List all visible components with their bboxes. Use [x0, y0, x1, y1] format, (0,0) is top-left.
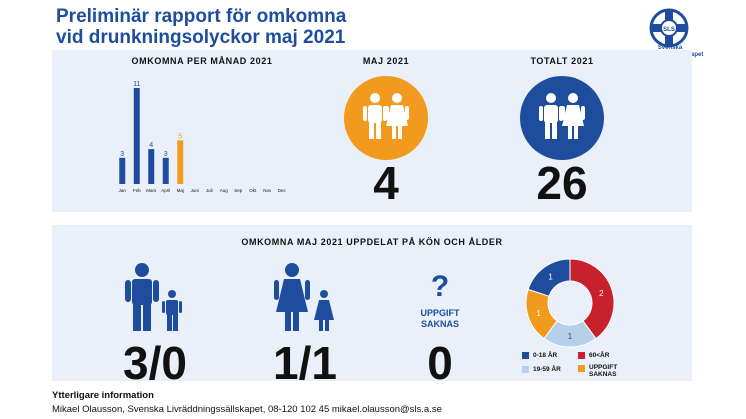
donut-slice [569, 258, 615, 340]
age-donut-chart: 2 1 1 1 [525, 258, 615, 348]
unknown-label: UPPGIFT SAKNAS [405, 308, 475, 330]
legend-item: UPPGIFT SAKNAS [578, 364, 628, 378]
question-mark-icon: ? [430, 270, 450, 303]
bar-value-label: 4 [149, 142, 153, 149]
may-heading: MAJ 2021 [362, 56, 410, 66]
slice-value-label: 1 [548, 272, 553, 281]
x-tick-label: Juli [206, 188, 213, 193]
monthly-bar-chart: Jan 3 Feb 11 Mars 4 April 3 Maj 5 Juni Juli Aug Sep Ok… [119, 81, 287, 193]
female-value: 1/1 [273, 337, 337, 389]
bar [119, 157, 126, 184]
x-tick-label: Mars [146, 188, 157, 193]
woman-girl-icon [274, 263, 334, 331]
legend-item: 19-59 ÅR [522, 366, 561, 373]
bar [133, 88, 140, 184]
x-tick-label: Jan [119, 188, 127, 193]
slice-value-label: 2 [599, 289, 604, 298]
bar [162, 157, 169, 184]
slice-value-label: 1 [568, 332, 573, 341]
x-tick-label: Sep [234, 188, 243, 193]
x-tick-label: Maj [177, 188, 184, 193]
legend-label: 60<ÅR [589, 352, 610, 360]
legend-item: 0-18 ÅR [522, 352, 557, 359]
title-line-2: vid drunkningsolyckor maj 2021 [56, 27, 346, 48]
x-tick-label: April [161, 188, 170, 193]
title-line-1: Preliminär rapport för omkomna [56, 6, 347, 27]
bar [177, 140, 184, 184]
footer-contact: Mikael Olausson, Svenska Livräddningssäl… [52, 404, 442, 415]
legend-label: 19-59 ÅR [533, 366, 561, 374]
unknown-label-line-1: UPPGIFT [420, 308, 460, 318]
svg-text:SLS: SLS [663, 27, 675, 33]
bar-value-label: 11 [133, 81, 140, 88]
donut-slice [527, 258, 571, 297]
legend-label: UPPGIFT SAKNAS [589, 364, 618, 378]
slice-value-label: 1 [536, 309, 541, 318]
month-chart-heading: OMKOMNA PER MÅNAD 2021 [131, 56, 273, 66]
legend-swatch [578, 352, 585, 359]
x-tick-label: Dec [278, 188, 287, 193]
male-value: 3/0 [123, 337, 187, 389]
total-circle [520, 76, 604, 160]
bar-value-label: 3 [164, 151, 168, 158]
sls-logo-icon: SLS [649, 8, 689, 48]
x-tick-label: Nov [263, 188, 272, 193]
legend-swatch [578, 365, 585, 372]
x-tick-label: Aug [220, 188, 229, 193]
logo-text-line-1: Svenska [657, 45, 683, 51]
x-tick-label: Okt [249, 188, 257, 193]
total-value: 26 [536, 157, 588, 209]
breakdown-heading: OMKOMNA MAJ 2021 UPPDELAT PÅ KÖN OCH ÅLD… [241, 237, 503, 247]
legend-item: 60<ÅR [578, 352, 609, 359]
footer-heading: Ytterligare information [52, 390, 154, 401]
x-tick-label: Juni [191, 188, 199, 193]
bottom-panel [52, 225, 692, 381]
unknown-value: 0 [427, 337, 453, 389]
x-tick-label: Feb [133, 188, 141, 193]
man-boy-icon [125, 263, 182, 331]
bar-value-label: 3 [120, 151, 124, 158]
male-female-icon [539, 93, 585, 139]
unknown-label-line-2: SAKNAS [420, 319, 459, 329]
male-female-icon [363, 93, 409, 139]
may-circle [344, 76, 428, 160]
bar [148, 149, 155, 184]
may-value: 4 [373, 157, 399, 209]
page-title: Preliminär rapport för omkomna vid drunk… [56, 6, 346, 48]
bar-value-label: 5 [178, 133, 182, 140]
legend-swatch [522, 366, 529, 373]
legend-swatch [522, 352, 529, 359]
total-heading: TOTALT 2021 [530, 56, 594, 66]
legend-label: 0-18 ÅR [533, 352, 558, 360]
